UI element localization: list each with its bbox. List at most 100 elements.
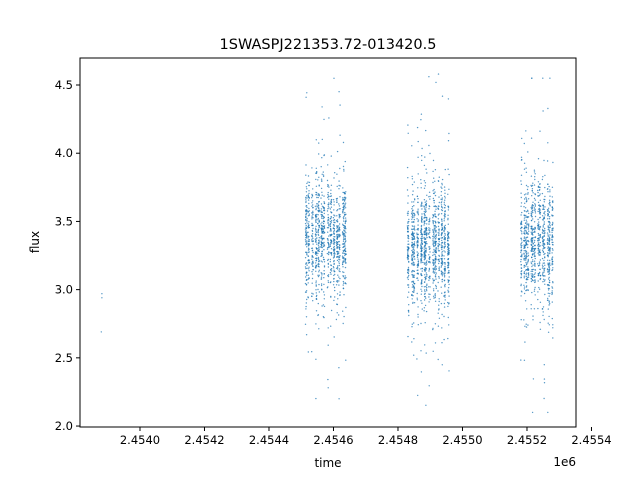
data-point (441, 207, 444, 209)
data-point (435, 206, 437, 208)
data-point (443, 201, 445, 203)
data-point (335, 318, 338, 321)
data-point (421, 285, 423, 288)
data-point (305, 224, 307, 227)
data-point (523, 286, 526, 288)
data-point (543, 234, 545, 237)
data-point (544, 195, 546, 198)
data-point (321, 228, 324, 230)
data-point (311, 167, 313, 169)
data-point (428, 144, 430, 147)
data-point (336, 173, 338, 175)
data-point (549, 231, 551, 233)
data-point (520, 229, 522, 232)
data-point (315, 240, 317, 242)
data-point (549, 248, 551, 250)
data-point (530, 231, 532, 233)
data-point (441, 248, 443, 251)
data-point (447, 247, 450, 249)
data-point (440, 223, 443, 226)
data-point (424, 292, 426, 295)
data-point (318, 261, 320, 263)
data-point (443, 255, 445, 257)
data-point (429, 286, 431, 288)
data-point (330, 264, 332, 266)
data-point (305, 233, 307, 236)
data-point (547, 218, 549, 220)
data-point (543, 253, 545, 256)
data-point (305, 262, 307, 264)
data-point (327, 222, 329, 225)
data-point (551, 206, 554, 208)
data-point (316, 251, 318, 253)
data-point (547, 259, 549, 261)
data-point (406, 277, 409, 279)
data-point (307, 181, 309, 183)
data-point (435, 276, 437, 278)
data-point (542, 77, 544, 79)
data-point (407, 254, 410, 257)
data-point (441, 95, 444, 97)
data-point (321, 224, 323, 227)
data-point (411, 228, 413, 231)
data-point (428, 268, 431, 271)
data-point (426, 284, 428, 287)
data-point (428, 196, 430, 198)
data-point (344, 266, 347, 269)
data-point (320, 235, 323, 237)
data-point (544, 227, 546, 230)
data-point (305, 198, 307, 200)
y-axis: 2.02.53.03.54.04.5 (55, 78, 80, 433)
data-point (551, 241, 553, 244)
data-point (524, 210, 526, 212)
data-point (323, 261, 326, 263)
data-point (429, 230, 431, 232)
data-point (520, 180, 522, 182)
data-point (406, 256, 409, 259)
data-point (344, 211, 346, 214)
data-point (321, 173, 323, 175)
data-point (323, 209, 325, 212)
data-point (435, 216, 437, 218)
data-point (531, 195, 533, 197)
data-point (525, 239, 527, 241)
data-point (308, 270, 310, 272)
data-point (527, 244, 529, 246)
data-point (428, 233, 430, 235)
data-point (428, 236, 430, 238)
data-point (551, 215, 553, 217)
data-point (305, 209, 307, 211)
data-point (426, 194, 428, 196)
data-point (307, 240, 310, 243)
data-point (433, 250, 435, 252)
data-point (338, 258, 340, 260)
data-point (412, 261, 415, 263)
data-point (447, 289, 449, 291)
data-point (412, 190, 414, 192)
data-point (317, 210, 319, 212)
data-point (307, 223, 309, 225)
data-point (315, 280, 317, 282)
data-point (548, 185, 550, 188)
data-point (552, 228, 554, 230)
data-point (532, 264, 534, 266)
data-point (551, 200, 554, 203)
data-point (434, 169, 437, 171)
data-point (428, 208, 430, 210)
data-point (308, 239, 310, 241)
data-point (543, 216, 545, 218)
data-point (308, 268, 310, 270)
data-point (306, 197, 308, 199)
data-point (551, 209, 554, 211)
data-point (327, 220, 329, 222)
data-point (330, 230, 332, 232)
data-point (520, 274, 523, 276)
data-point (447, 214, 449, 216)
data-point (544, 283, 546, 285)
data-point (320, 208, 323, 210)
data-point (407, 276, 409, 278)
data-point (413, 227, 416, 229)
data-point (525, 326, 528, 328)
data-point (344, 193, 346, 195)
data-point (334, 172, 336, 174)
